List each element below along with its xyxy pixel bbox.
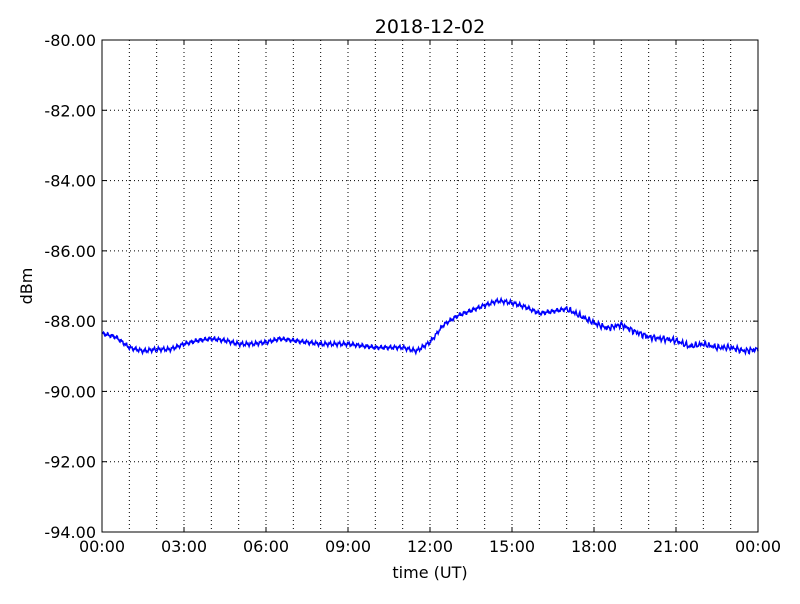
y-tick-label: -82.00 bbox=[44, 101, 96, 120]
x-tick-label: 18:00 bbox=[571, 537, 617, 556]
y-tick-label: -94.00 bbox=[44, 523, 96, 542]
x-tick-label: 00:00 bbox=[735, 537, 781, 556]
y-tick-label: -86.00 bbox=[44, 242, 96, 261]
x-tick-label: 12:00 bbox=[407, 537, 453, 556]
grid bbox=[102, 40, 758, 532]
ticks: 00:00 03:00 06:00 09:00 12:00 15:00 18:00 21:00… bbox=[44, 31, 781, 556]
y-tick-label: -88.00 bbox=[44, 312, 96, 331]
y-tick-label: -84.00 bbox=[44, 172, 96, 191]
chart-title: 2018-12-02 bbox=[375, 16, 485, 38]
plot-frame bbox=[101, 39, 759, 533]
x-tick-label: 03:00 bbox=[161, 537, 207, 556]
x-tick-label: 09:00 bbox=[325, 537, 371, 556]
x-tick-label: 00:00 bbox=[79, 537, 125, 556]
series-line bbox=[101, 296, 759, 357]
x-tick-label: 06:00 bbox=[243, 537, 289, 556]
x-tick-label: 15:00 bbox=[489, 537, 535, 556]
x-axis-label: time (UT) bbox=[392, 563, 467, 582]
y-tick-label: -92.00 bbox=[44, 453, 96, 472]
y-tick-label: -80.00 bbox=[44, 31, 96, 50]
y-tick-label: -90.00 bbox=[44, 382, 96, 401]
y-axis-label: dBm bbox=[17, 268, 36, 305]
x-tick-label: 21:00 bbox=[653, 537, 699, 556]
